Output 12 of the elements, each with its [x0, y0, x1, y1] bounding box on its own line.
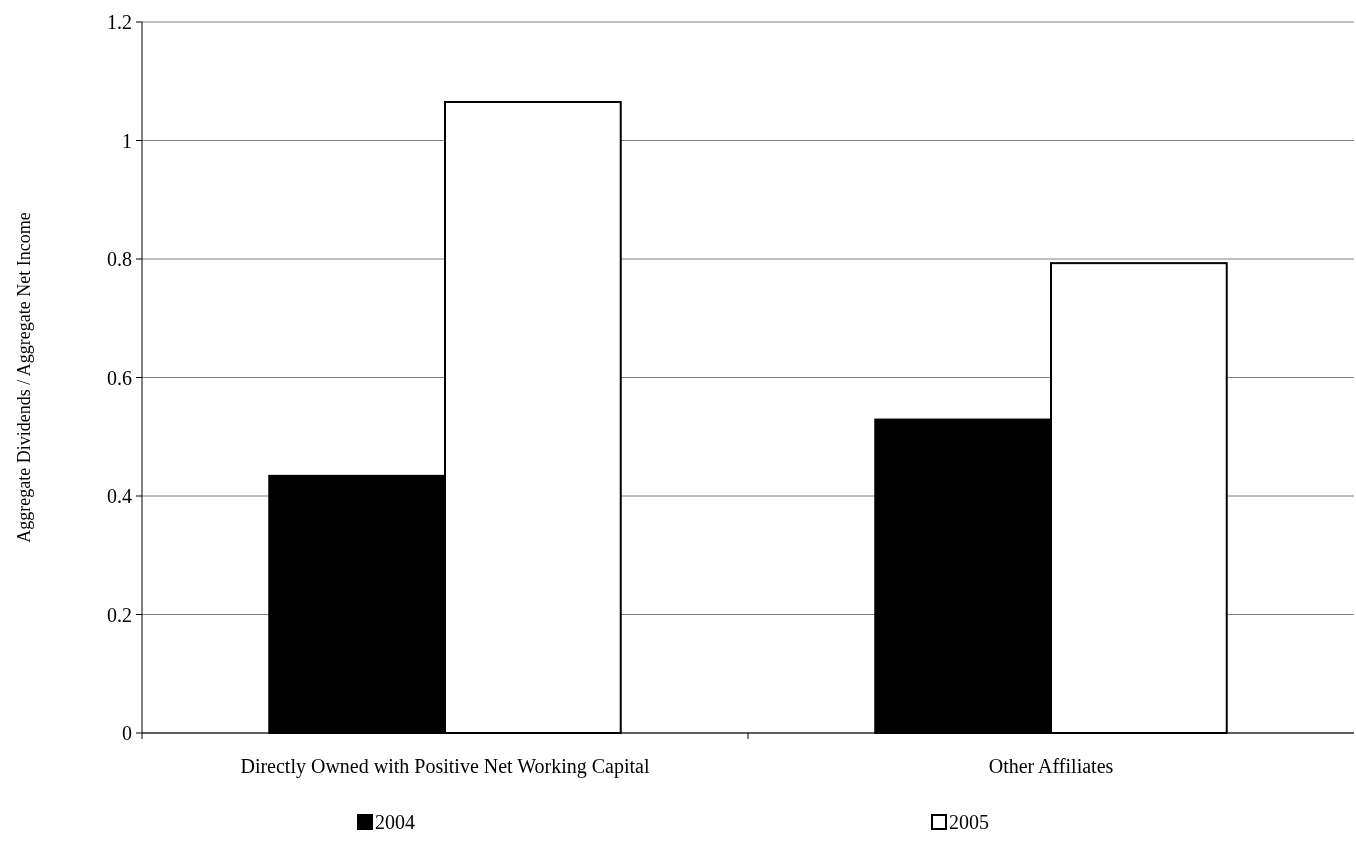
y-tick-label: 0.4 [107, 485, 132, 507]
y-tick-label: 0 [122, 722, 132, 744]
x-tick-label: Directly Owned with Positive Net Working Capital [240, 755, 650, 778]
y-tick-label: 0.2 [107, 603, 132, 626]
x-tick-label: Other Affiliates [988, 755, 1114, 777]
y-axis-title: Aggregate Dividends / Aggregate Net Income [14, 212, 34, 543]
y-tick-label: 1.2 [107, 11, 132, 33]
y-tick-label: 0.8 [107, 248, 132, 270]
legend-label: 2005 [949, 811, 989, 833]
y-tick-label: 1 [122, 129, 132, 152]
y-tick-label: 0.6 [107, 366, 132, 389]
legend-label: 2004 [375, 811, 415, 833]
